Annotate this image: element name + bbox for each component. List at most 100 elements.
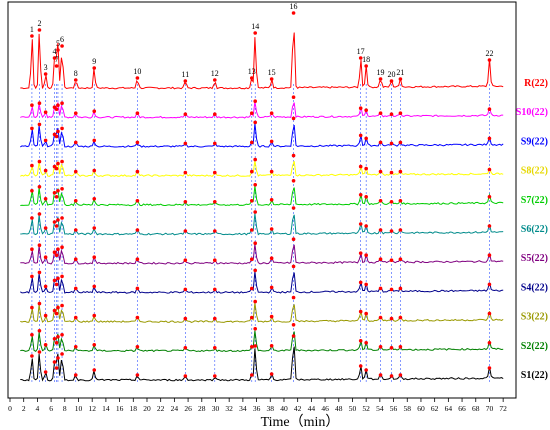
peak-label-15: 15 (268, 68, 276, 77)
x-tick-label: 24 (171, 404, 179, 413)
peak-marker (389, 258, 394, 263)
peak-marker (52, 191, 57, 195)
peak-marker (364, 108, 368, 112)
x-tick-label: 52 (362, 404, 370, 413)
peak-marker (249, 373, 254, 377)
peak-marker (37, 329, 42, 333)
peak-marker (378, 140, 383, 145)
peak-marker (398, 111, 403, 115)
x-tick-label: 30 (212, 404, 220, 413)
peak-marker (487, 224, 492, 228)
peak-marker (253, 241, 258, 245)
peak-marker (60, 126, 64, 131)
peak-marker (135, 345, 140, 349)
peak-marker (43, 72, 48, 76)
peak-marker (183, 79, 188, 83)
x-tick-label: 50 (349, 404, 357, 413)
peak-marker (487, 167, 492, 172)
peak-marker (54, 253, 59, 257)
peak-marker (398, 345, 403, 349)
peak-marker (253, 299, 258, 304)
peak-marker (92, 368, 97, 372)
peak-marker (92, 66, 97, 70)
peak-marker (212, 346, 217, 350)
peak-marker (37, 212, 42, 216)
peak-marker (389, 287, 394, 292)
peak-marker (291, 153, 296, 158)
peak-marker (52, 360, 57, 364)
peak-marker (358, 280, 363, 285)
x-axis-label: Time（min） (261, 414, 340, 430)
trace-s622 (20, 213, 504, 236)
peak-marker (52, 337, 57, 341)
x-tick-label: 8 (63, 404, 67, 413)
peak-label-11: 11 (181, 70, 189, 79)
legend-label: S7(22) (521, 195, 548, 206)
peak-marker (358, 309, 363, 314)
x-tick-label: 28 (198, 404, 206, 413)
x-tick-label: 12 (88, 404, 96, 413)
peak-marker (92, 168, 97, 173)
peak-label-10: 10 (133, 67, 141, 76)
peak-marker (56, 356, 60, 360)
peak-marker (212, 112, 217, 116)
peak-marker (487, 107, 492, 111)
peak-marker (43, 284, 48, 289)
peak-marker (291, 179, 296, 183)
peak-marker (54, 311, 59, 316)
peak-marker (212, 200, 217, 204)
peak-label-21: 21 (396, 68, 404, 77)
peak-marker (43, 313, 48, 318)
legend-label: S9(22) (521, 136, 548, 147)
peak-marker (249, 257, 254, 262)
peak-marker (43, 168, 48, 173)
x-tick-label: 18 (130, 404, 138, 413)
peak-marker (37, 243, 42, 247)
peak-marker (56, 129, 60, 134)
peak-marker (249, 199, 254, 203)
peak-marker (30, 247, 34, 251)
peak-marker (398, 228, 403, 232)
peak-marker (378, 169, 383, 174)
legend-label: S8(22) (521, 166, 548, 177)
peak-marker (54, 282, 59, 287)
peak-marker (73, 286, 78, 291)
peak-marker (389, 374, 394, 378)
peak-marker (398, 373, 403, 377)
peak-marker (358, 251, 363, 255)
peak-marker (364, 311, 368, 316)
peak-marker (389, 200, 394, 204)
peak-marker (73, 111, 78, 115)
x-tick-label: 40 (280, 404, 288, 413)
peak-marker (253, 344, 258, 348)
peak-marker (73, 78, 78, 82)
legend-label: S1(22) (521, 370, 548, 381)
peak-marker (212, 316, 217, 321)
peak-marker (52, 220, 57, 224)
peak-marker (43, 255, 48, 259)
trace-s322 (20, 302, 504, 323)
peak-marker (364, 282, 368, 287)
peak-marker (183, 258, 188, 263)
peak-label-18: 18 (362, 55, 370, 64)
peak-marker (30, 103, 34, 107)
trace-r22 (20, 32, 504, 90)
peak-marker (52, 308, 57, 313)
peak-marker (212, 170, 217, 175)
legend-label: S6(22) (521, 224, 548, 235)
peak-marker (30, 354, 34, 358)
peak-marker (56, 103, 60, 107)
peak-marker (249, 76, 254, 80)
trace-s422 (20, 271, 504, 294)
x-tick-label: 16 (116, 404, 124, 413)
x-tick-label: 68 (472, 404, 480, 413)
peak-marker (487, 136, 492, 141)
peak-marker (269, 372, 274, 376)
peak-label-9: 9 (92, 57, 96, 66)
x-tick-label: 14 (102, 404, 110, 413)
trace-s222 (20, 330, 504, 353)
x-tick-label: 10 (75, 404, 83, 413)
peak-marker (30, 274, 34, 279)
peak-marker (37, 270, 42, 275)
peak-marker (398, 315, 403, 320)
